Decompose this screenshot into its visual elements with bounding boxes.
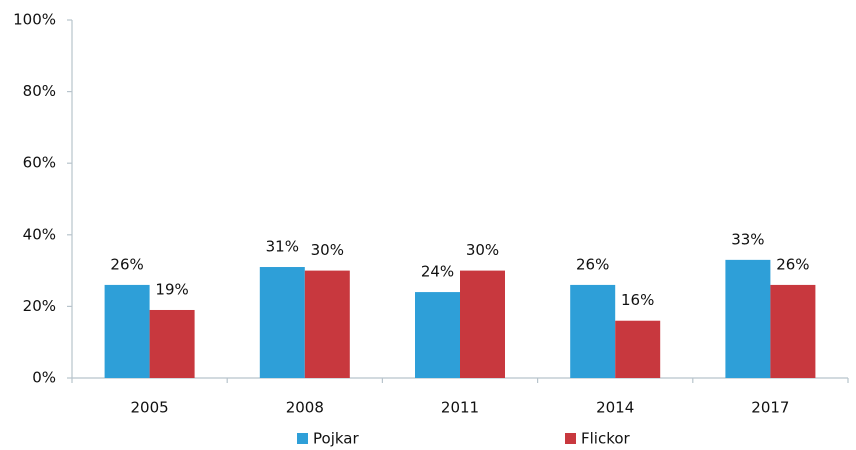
value-label: 16% (621, 291, 654, 309)
bar (460, 270, 505, 378)
bar (770, 284, 816, 378)
y-tick-label: 80% (23, 82, 56, 100)
x-tick-label: 2011 (441, 399, 479, 417)
legend-label: Pojkar (313, 430, 359, 448)
x-tick-label: 2017 (751, 399, 789, 417)
x-tick-label: 2014 (596, 399, 634, 417)
value-label: 26% (776, 255, 809, 273)
bar (570, 284, 616, 378)
value-label: 26% (110, 255, 143, 273)
y-tick-label: 40% (23, 225, 56, 243)
y-tick-label: 20% (23, 297, 56, 315)
x-tick-label: 2008 (286, 399, 324, 417)
value-label: 19% (155, 280, 188, 298)
value-label: 33% (731, 230, 764, 248)
bar (615, 320, 661, 378)
legend-swatch (297, 433, 308, 444)
bar (725, 259, 771, 378)
bar (149, 309, 195, 378)
bar (304, 270, 350, 378)
bar (104, 284, 150, 378)
legend-swatch (565, 433, 576, 444)
value-label: 30% (311, 241, 344, 259)
legend-label: Flickor (581, 430, 631, 448)
bar (259, 267, 305, 378)
value-label: 31% (266, 238, 299, 256)
y-tick-label: 0% (32, 369, 56, 387)
value-label: 24% (421, 263, 454, 281)
bar (415, 292, 460, 378)
y-tick-label: 60% (23, 154, 56, 172)
value-label: 30% (466, 241, 499, 259)
x-tick-label: 2005 (131, 399, 169, 417)
y-tick-label: 100% (13, 11, 56, 29)
value-label: 26% (576, 255, 609, 273)
